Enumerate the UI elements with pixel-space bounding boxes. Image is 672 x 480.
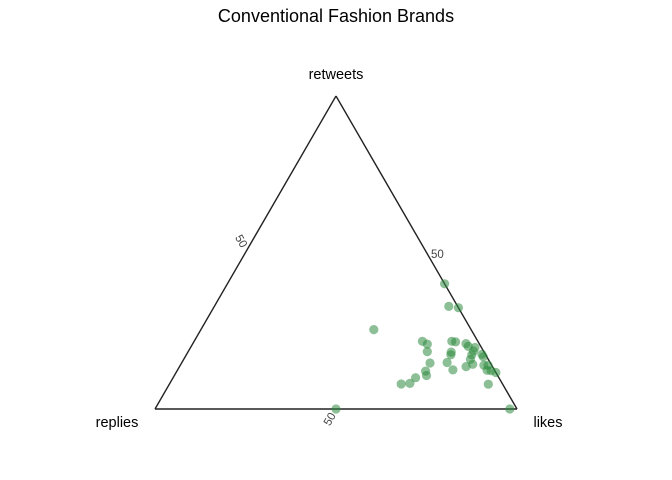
data-point-30 <box>448 365 458 375</box>
data-point-32 <box>411 373 421 383</box>
data-point-8 <box>422 339 432 349</box>
data-point-1 <box>505 404 515 414</box>
data-point-3 <box>444 301 454 311</box>
data-point-11 <box>451 337 461 347</box>
data-point-26 <box>461 362 471 372</box>
data-point-2 <box>440 279 450 289</box>
data-point-5 <box>369 325 379 335</box>
data-point-36 <box>396 379 406 389</box>
data-point-23 <box>425 358 435 368</box>
data-point-31 <box>421 366 431 376</box>
tick-label-replies-50: 50 <box>232 233 249 250</box>
axis-label-replies: replies <box>96 415 139 431</box>
data-points <box>331 279 515 414</box>
axis-label-likes: likes <box>533 415 562 431</box>
data-point-34 <box>491 367 501 378</box>
data-point-35 <box>483 379 493 389</box>
data-point-14 <box>463 341 473 351</box>
data-point-15 <box>470 342 480 353</box>
tick-label-likes-50: 50 <box>322 411 339 428</box>
ternary-frame <box>154 95 518 410</box>
data-point-9 <box>422 347 432 357</box>
chart-title: Conventional Fashion Brands <box>218 6 454 26</box>
data-point-0 <box>331 404 341 414</box>
tick-label-retweets-50: 50 <box>431 249 444 261</box>
data-point-33 <box>405 378 415 388</box>
data-point-17 <box>446 350 456 360</box>
edge-left <box>154 95 337 410</box>
data-point-4 <box>453 303 463 313</box>
axis-label-retweets: retweets <box>309 67 364 83</box>
data-point-24 <box>442 357 452 368</box>
data-point-20 <box>478 352 488 362</box>
